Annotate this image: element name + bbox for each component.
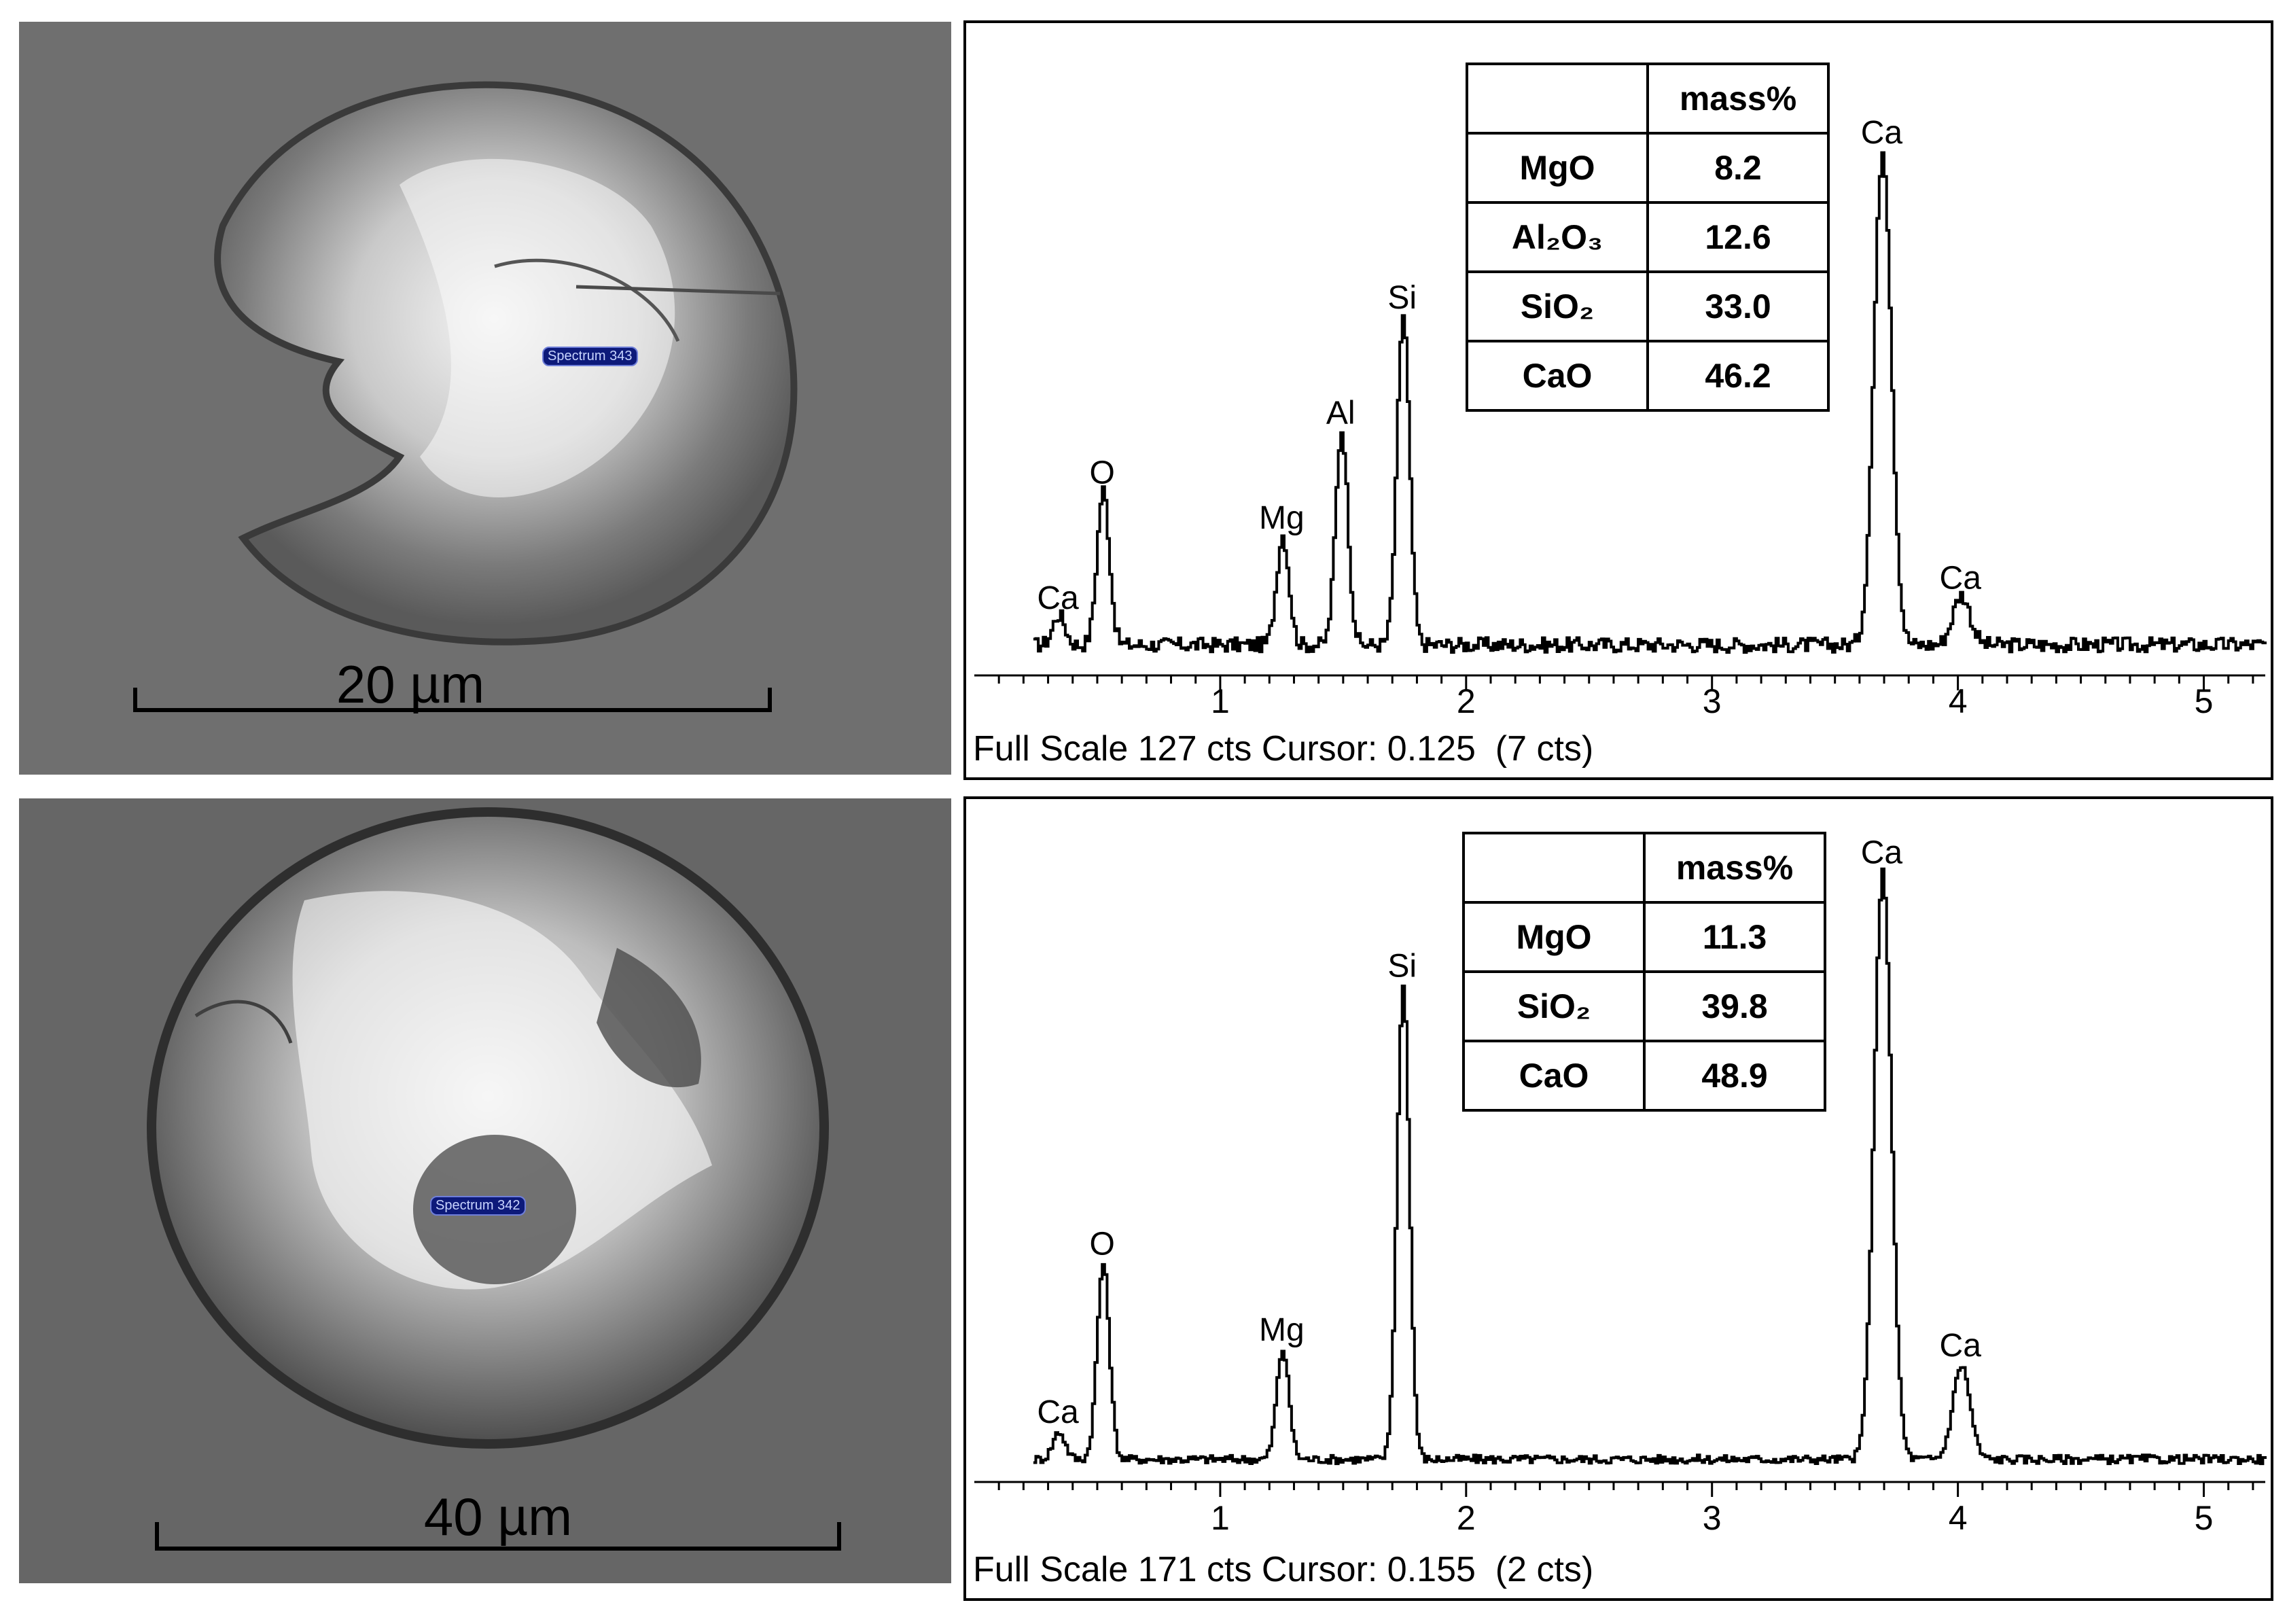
oxide-name: CaO [1466,340,1649,412]
composition-header-mass: mass% [1646,63,1830,135]
x-tick-label: 1 [1211,1499,1230,1537]
sem-micrograph-bottom: Spectrum 342 40 µm [19,798,951,1583]
spectrum-trace [1033,151,2267,654]
composition-row: Al₂O₃ 12.6 [1466,201,1830,273]
peak-label: Mg [1259,1312,1305,1348]
scale-bar [133,688,772,712]
peak-label: Ca [1037,580,1079,616]
peak-label: Ca [1861,115,1903,151]
peak-label: Si [1387,280,1417,316]
oxide-value: 39.8 [1643,970,1826,1042]
composition-row: SiO₂ 33.0 [1466,270,1830,342]
oxide-value: 33.0 [1646,270,1830,342]
sem-micrograph-top: Spectrum 343 20 µm [19,22,951,775]
spectrum-footer: Full Scale 127 cts Cursor: 0.125 (7 cts) [973,729,1594,769]
x-tick-label: 2 [1457,682,1476,720]
oxide-name: CaO [1462,1040,1646,1112]
peak-label: Ca [1861,834,1903,870]
peak-label: Ca [1940,1328,1982,1364]
x-tick-label: 3 [1703,682,1722,720]
particle-image [19,798,951,1583]
composition-header-blank [1462,832,1646,904]
scale-bar-label: 20 µm [336,654,485,714]
oxide-value: 48.9 [1643,1040,1826,1112]
eds-spectrum-panel-bottom: 1 2 3 4 5 Ca O Mg Si Ca Ca Full Scale 171 cts Curs… [963,796,2273,1601]
x-tick-label: 5 [2195,1499,2214,1537]
oxide-name: MgO [1466,132,1649,204]
oxide-value: 11.3 [1643,901,1826,973]
spectrum-marker: Spectrum 342 [430,1196,526,1216]
peak-label: Ca [1940,560,1982,596]
composition-table: mass% MgO 11.3 SiO₂ 39.8 CaO 48.9 [1462,832,1826,1112]
scale-bar [155,1522,841,1551]
composition-row: SiO₂ 39.8 [1462,970,1826,1042]
spectrum-trace [1033,867,2267,1466]
peak-label: O [1090,455,1115,491]
composition-row: MgO 8.2 [1466,132,1830,204]
x-tick-label: 5 [2195,682,2214,720]
peak-label: Ca [1037,1394,1079,1430]
composition-table: mass% MgO 8.2 Al₂O₃ 12.6 SiO₂ 33.0 CaO 4… [1466,63,1830,412]
composition-header-blank [1466,63,1649,135]
composition-row: CaO 46.2 [1466,340,1830,412]
oxide-name: MgO [1462,901,1646,973]
composition-header-row: mass% [1466,63,1830,135]
x-tick-label: 4 [1949,682,1968,720]
peak-label: Mg [1259,500,1305,536]
particle-image [19,22,951,775]
oxide-name: SiO₂ [1462,970,1646,1042]
peak-label: O [1090,1226,1115,1262]
scale-bar-label: 40 µm [423,1487,573,1547]
x-tick-label: 3 [1703,1499,1722,1537]
x-tick-label: 2 [1457,1499,1476,1537]
composition-header-row: mass% [1462,832,1826,904]
x-tick-label: 1 [1211,682,1230,720]
peak-label: Al [1326,395,1355,431]
oxide-name: SiO₂ [1466,270,1649,342]
oxide-value: 12.6 [1646,201,1830,273]
composition-row: CaO 48.9 [1462,1040,1826,1112]
x-tick-label: 4 [1949,1499,1968,1537]
oxide-value: 46.2 [1646,340,1830,412]
oxide-value: 8.2 [1646,132,1830,204]
oxide-name: Al₂O₃ [1466,201,1649,273]
eds-spectrum-panel-top: 1 2 3 4 5 Ca O Mg Al Si Ca Ca Full Scale 127 cts Cu… [963,20,2273,780]
composition-row: MgO 11.3 [1462,901,1826,973]
spectrum-marker: Spectrum 343 [542,347,638,366]
spectrum-footer: Full Scale 171 cts Cursor: 0.155 (2 cts) [973,1550,1594,1589]
composition-header-mass: mass% [1643,832,1826,904]
peak-label: Si [1387,948,1417,984]
